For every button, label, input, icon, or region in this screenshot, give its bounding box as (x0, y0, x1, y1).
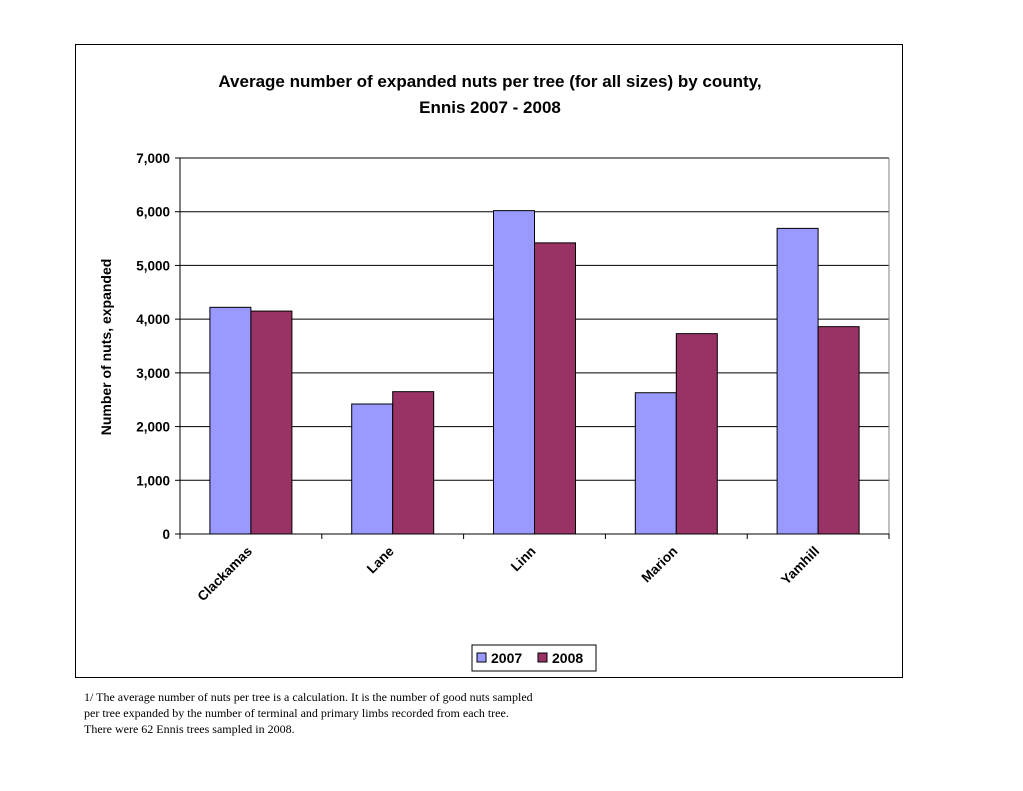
bar-2007-marion (634, 392, 677, 535)
plot-area: 0 1,000 2,000 3,000 4,000 5,000 6,000 7,000 Clac… (136, 151, 890, 605)
legend-swatch-2008 (537, 652, 548, 663)
bar-2007-yamhill (776, 227, 819, 535)
y-tick-label: 4,000 (136, 312, 170, 327)
y-tick-label: 0 (162, 527, 170, 542)
legend-swatch-2007 (476, 652, 487, 663)
bar-2008-clackamas (250, 310, 293, 535)
bar-2007-linn (493, 210, 535, 535)
y-tick-label: 3,000 (136, 366, 170, 381)
bar-2008-lane (392, 391, 435, 535)
footnote-line: 1/ The average number of nuts per tree i… (84, 690, 533, 704)
y-axis-label: Number of nuts, expanded (98, 259, 114, 436)
x-tick-label: Yamhill (778, 544, 822, 588)
y-tick-label: 5,000 (136, 258, 170, 273)
x-tick-label: Marion (639, 544, 681, 586)
bar-2008-yamhill (817, 326, 860, 535)
y-tick-label: 2,000 (136, 420, 170, 435)
chart-title-line-1: Average number of expanded nuts per tree… (218, 72, 761, 91)
x-tick-label: Clackamas (195, 544, 256, 605)
bar-chart: Average number of expanded nuts per tree… (98, 72, 890, 672)
chart-title-line-2: Ennis 2007 - 2008 (419, 98, 561, 117)
y-tick-label: 6,000 (136, 205, 170, 220)
chart-frame: Average number of expanded nuts per tree… (75, 44, 903, 678)
legend-box (471, 644, 597, 672)
footnote-line: per tree expanded by the number of termi… (84, 706, 509, 720)
footnote-line: There were 62 Ennis trees sampled in 200… (84, 722, 295, 736)
legend: 2007 2008 (471, 644, 597, 672)
bar-2007-clackamas (209, 306, 252, 535)
legend-label-2008: 2008 (552, 650, 583, 666)
bar-2007-lane (351, 403, 394, 535)
footnote: 1/ The average number of nuts per tree i… (84, 689, 644, 737)
y-tick-label: 1,000 (136, 473, 170, 488)
y-tick-label: 7,000 (136, 151, 170, 166)
bar-2008-marion (675, 333, 718, 535)
legend-label-2007: 2007 (491, 650, 522, 666)
bar-2008-linn (534, 242, 576, 535)
x-tick-label: Linn (508, 544, 539, 575)
x-tick-label: Lane (364, 543, 397, 576)
